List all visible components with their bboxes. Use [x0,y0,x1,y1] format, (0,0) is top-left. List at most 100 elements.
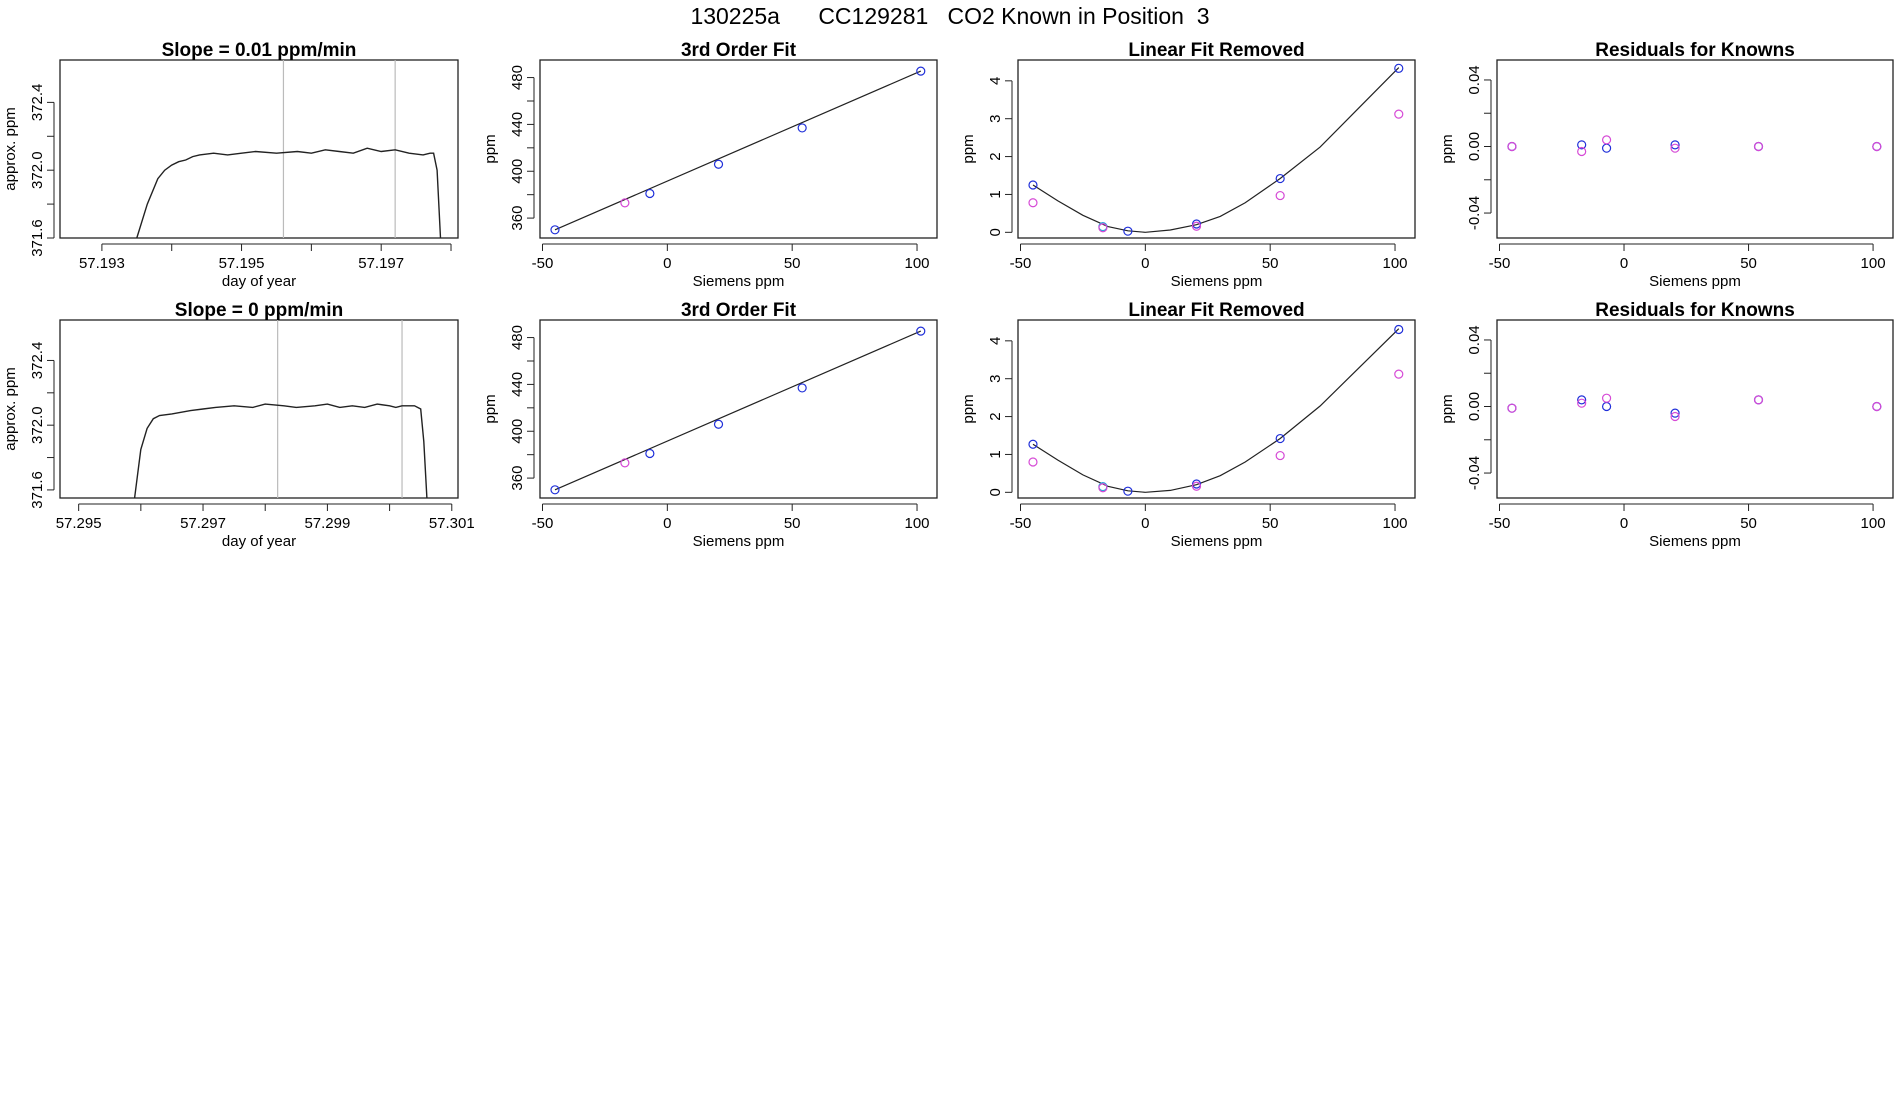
data-point [1028,180,1038,190]
data-point [1507,141,1517,152]
x-tick-label: 100 [1383,255,1408,272]
y-axis-label: ppm [1439,394,1456,423]
x-tick-label: 57.193 [79,255,125,272]
data-point [1098,483,1108,493]
x-tick-label: 57.295 [56,515,102,532]
chart-title: Slope = 0 ppm/min [175,300,343,321]
data-layer [550,66,926,235]
x-tick-label: -50 [532,515,554,532]
x-axis-label: Siemens ppm [1649,533,1741,550]
data-layer [1028,63,1404,236]
data-point [1394,109,1404,119]
x-axis-label: day of year [222,273,296,290]
chart-title: 3rd Order Fit [681,40,797,61]
y-tick-label: 480 [509,325,526,350]
chart-panel-8: Residuals for Knowns -50 0 50 100 Siemens ppm… [1439,300,1894,550]
y-tick-label: 360 [509,206,526,231]
data-layer [1507,135,1882,157]
chart-panel-5: Slope = 0 ppm/min 57.295 57.297 57.299 57.30… [2,300,475,550]
y-tick-label: 1 [987,450,1004,458]
series-line [133,403,428,498]
data-point [1394,369,1404,379]
y-tick-label: 3 [987,375,1004,383]
x-tick-label: 0 [1141,255,1149,272]
data-layer [136,60,442,238]
data-point [916,326,926,336]
data-point [1275,173,1285,184]
data-layer [133,320,428,498]
x-tick-label: -50 [532,255,554,272]
y-tick-label: 4 [987,77,1004,85]
y-tick-label: 372.0 [29,151,46,189]
y-axis-label: ppm [960,394,977,423]
data-point [1028,198,1038,208]
x-tick-label: -50 [1010,255,1032,272]
chart-title: Linear Fit Removed [1128,300,1304,321]
data-point [1670,140,1680,150]
x-tick-label: 100 [1383,515,1408,532]
data-point [645,448,655,459]
data-point [1394,324,1404,335]
x-tick-label: 57.301 [429,515,475,532]
y-tick-label: 0 [987,228,1004,236]
page-title: 130225a CC129281 CO2 Known in Position 3 [690,3,1210,29]
data-point [1601,135,1612,145]
data-point [916,66,926,76]
data-point [1872,141,1882,152]
x-tick-label: 50 [1262,255,1279,272]
y-tick-label: -0.04 [1466,456,1483,490]
data-point [1191,219,1202,229]
data-point [1275,190,1285,201]
data-point [620,198,630,208]
y-tick-label: 0 [987,488,1004,496]
data-point [1275,450,1285,461]
plot-frame [1496,59,1894,239]
data-point [797,383,807,393]
data-point [1191,479,1202,489]
data-point [1601,393,1612,403]
y-axis-label: approx. ppm [2,107,19,190]
fit-curve [1032,67,1400,233]
x-tick-label: -50 [1489,255,1511,272]
y-tick-label: 2 [987,412,1004,420]
y-tick-label: 400 [509,419,526,444]
data-layer [1507,393,1882,422]
plot-frame [59,59,459,239]
y-tick-label: 480 [509,65,526,90]
y-axis-label: ppm [960,134,977,163]
data-point [1098,223,1108,233]
y-tick-label: 371.6 [29,219,46,257]
x-tick-label: 0 [1620,515,1628,532]
data-point [1670,143,1680,153]
data-point [1123,486,1133,496]
x-tick-label: 0 [1141,515,1149,532]
y-tick-label: 2 [987,152,1004,160]
chart-panel-2: 3rd Order Fit -50 0 50 100 Siemens ppm 360 400 4… [482,40,938,290]
y-tick-label: 372.4 [29,342,46,380]
x-tick-label: 57.197 [358,255,404,272]
x-axis-label: Siemens ppm [1649,273,1741,290]
x-tick-label: -50 [1489,515,1511,532]
plot-frame [539,59,938,239]
data-point [1123,226,1133,236]
x-tick-label: 57.297 [180,515,226,532]
x-tick-label: 50 [784,515,801,532]
data-point [1191,481,1202,491]
y-tick-label: 0.00 [1466,132,1483,161]
data-point [713,159,724,169]
data-point [1577,146,1587,157]
fit-curve [554,70,922,231]
y-tick-label: 0.04 [1466,325,1483,354]
plot-frame [1496,319,1894,499]
x-tick-label: 57.299 [304,515,350,532]
x-axis-label: Siemens ppm [693,273,785,290]
x-axis-label: Siemens ppm [1171,533,1263,550]
y-tick-label: 0.04 [1466,65,1483,94]
y-tick-label: 440 [509,372,526,397]
data-point [1601,401,1612,412]
y-tick-label: 0.00 [1466,392,1483,421]
x-tick-label: -50 [1010,515,1032,532]
x-axis-label: Siemens ppm [693,533,785,550]
chart-panel-3: Linear Fit Removed -50 0 50 100 Siemens ppm 0 1… [960,40,1416,290]
